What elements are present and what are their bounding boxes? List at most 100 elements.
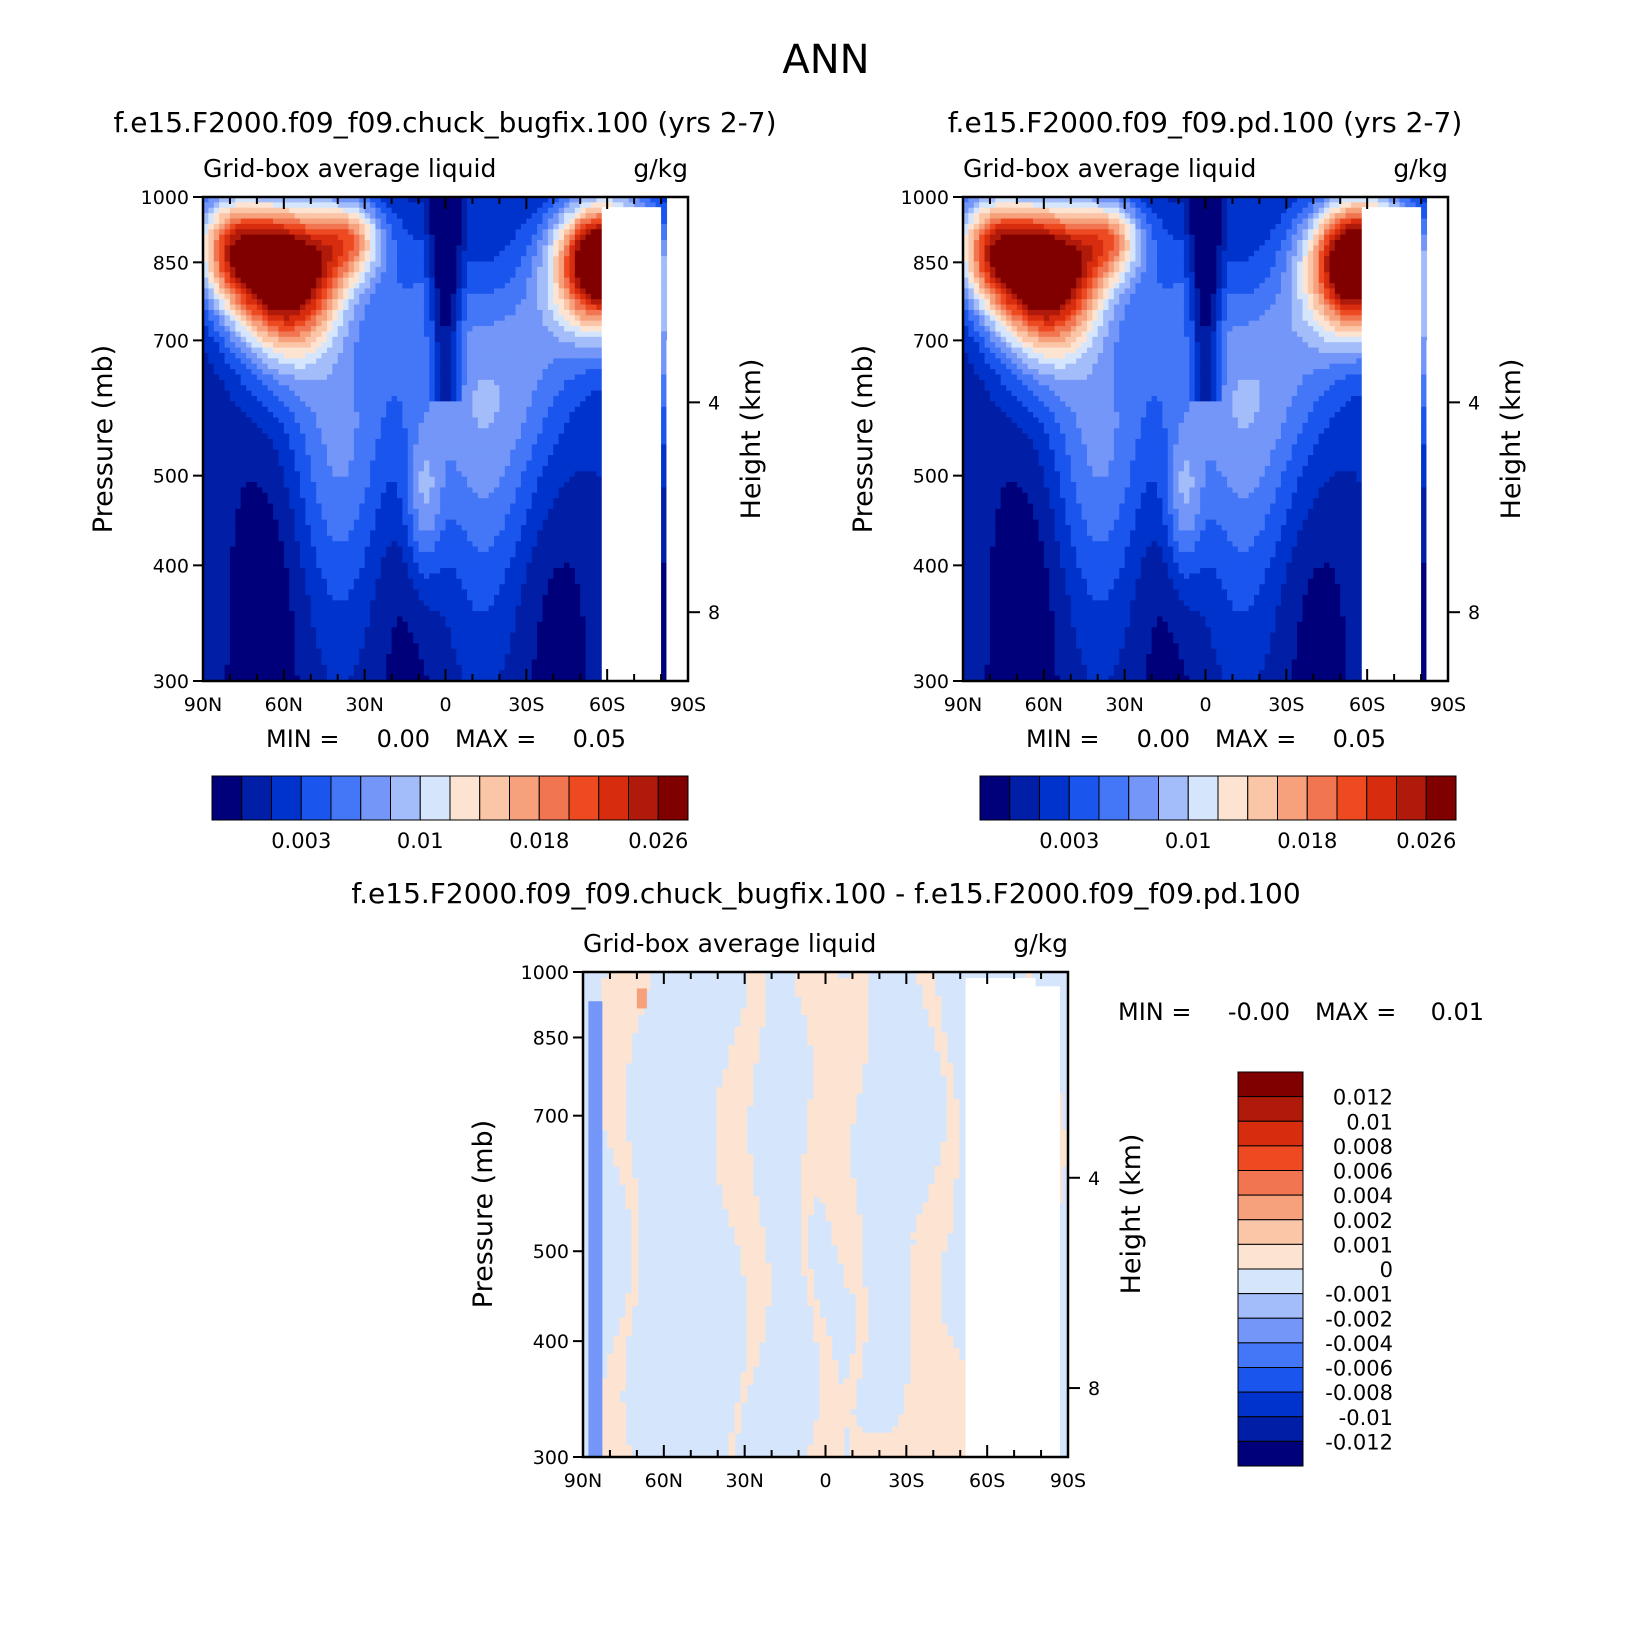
panel-a-contour-cell: [219, 433, 226, 440]
panel-a-contour-cell: [494, 207, 500, 214]
panel-a-contour-cell: [440, 476, 447, 483]
panel-a-contour-cell: [531, 293, 538, 300]
panel-a-contour-cell: [310, 471, 317, 478]
panel-a-contour-cell: [208, 412, 215, 419]
panel-a-contour-cell: [413, 272, 420, 279]
panel-a-contour-cell: [413, 207, 420, 214]
panel-a-contour-cell: [515, 455, 522, 462]
panel-a-contour-cell: [450, 234, 457, 241]
panel-a-contour-cell: [375, 347, 382, 354]
panel-a-contour-cell: [246, 309, 253, 316]
panel-a-contour-cell: [251, 492, 258, 499]
panel-a-contour-cell: [321, 234, 328, 241]
panel-a-contour-cell: [472, 369, 479, 376]
panel-a-contour-cell: [574, 417, 581, 424]
panel-a-contour-cell: [326, 401, 333, 408]
panel-a-contour-cell: [537, 277, 544, 284]
panel-a-contour-cell: [240, 471, 247, 478]
panel-a-contour-cell: [235, 471, 242, 478]
panel-a-contour-cell: [273, 293, 280, 300]
panel-a-contour-cell: [445, 428, 452, 435]
panel-a-contour-cell: [353, 342, 360, 349]
panel-a-contour-cell: [262, 336, 269, 343]
panel-a-contour-cell: [445, 422, 452, 429]
panel-a-contour-cell: [402, 218, 409, 225]
panel-a-contour-cell: [300, 476, 306, 483]
panel-a-contour-cell: [423, 352, 430, 359]
panel-a-contour-cell: [353, 218, 360, 225]
panel-a-contour-cell: [434, 492, 441, 499]
panel-a-contour-cell: [418, 213, 425, 220]
panel-a-contour-cell: [402, 207, 409, 214]
panel-a-contour-cell: [283, 288, 290, 295]
panel-a-contour-cell: [429, 433, 436, 440]
panel-a-contour-cell: [526, 288, 533, 295]
panel-a-contour-cell: [461, 342, 468, 349]
panel-a-contour-cell: [585, 283, 592, 290]
panel-a-contour-cell: [203, 202, 209, 209]
panel-a-contour-cell: [283, 229, 290, 236]
panel-a-contour-cell: [547, 299, 554, 306]
panel-a-contour-cell: [364, 379, 371, 386]
panel-a-contour-cell: [278, 223, 285, 230]
panel-a-contour-cell: [256, 482, 263, 488]
panel-a-contour-cell: [661, 320, 668, 327]
panel-a-contour-cell: [467, 223, 474, 230]
panel-a-contour-cell: [515, 476, 522, 483]
panel-a-contour-cell: [219, 455, 226, 462]
panel-a-contour-cell: [520, 261, 527, 268]
panel-a-contour-cell: [558, 315, 565, 322]
panel-a-contour-cell: [294, 492, 301, 499]
panel-a-contour-cell: [229, 223, 236, 230]
panel-a-contour-cell: [213, 336, 220, 343]
panel-a-contour-cell: [418, 256, 425, 263]
panel-a-contour-cell: [300, 304, 306, 311]
panel-a-contour-cell: [208, 283, 215, 290]
panel-a-contour-cell: [483, 487, 490, 494]
panel-a-contour-cell: [488, 352, 495, 359]
panel-a-contour-cell: [321, 385, 328, 392]
panel-a-contour-cell: [472, 428, 479, 435]
panel-a-contour-cell: [283, 482, 290, 488]
panel-a-contour-cell: [224, 250, 231, 257]
panel-a-contour-cell: [510, 363, 517, 370]
panel-a-contour-cell: [461, 482, 468, 488]
panel-a-contour-cell: [251, 363, 258, 370]
panel-a-contour-cell: [326, 492, 333, 499]
panel-a-contour-cell: [429, 293, 436, 300]
panel-a-contour-cell: [402, 202, 409, 209]
panel-a-contour-cell: [364, 347, 371, 354]
panel-a-contour-cell: [316, 379, 323, 386]
panel-a-contour-cell: [450, 342, 457, 349]
panel-a-contour-cell: [246, 261, 253, 268]
panel-a-contour-cell: [531, 266, 538, 273]
panel-a-contour-cell: [326, 304, 333, 311]
panel-a-contour-cell: [294, 347, 301, 354]
panel-a-contour-cell: [364, 229, 371, 236]
panel-a-contour-cell: [418, 482, 425, 488]
panel-a-contour-cell: [310, 412, 317, 419]
panel-a-contour-cell: [332, 444, 339, 451]
panel-a-contour-cell: [316, 197, 323, 203]
panel-a-contour-cell: [499, 213, 506, 220]
panel-a-contour-cell: [483, 202, 490, 209]
panel-a-contour-cell: [203, 342, 209, 349]
panel-a-contour-cell: [413, 229, 420, 236]
panel-a-contour-cell: [661, 223, 668, 230]
panel-a-contour-cell: [332, 460, 339, 467]
panel-a-contour-cell: [537, 439, 544, 445]
panel-a-contour-cell: [456, 498, 463, 505]
panel-a-contour-cell: [407, 379, 414, 386]
panel-a-contour-cell: [235, 358, 242, 365]
panel-a-contour-cell: [515, 315, 522, 322]
panel-a-contour-cell: [348, 213, 355, 220]
panel-a-contour-cell: [246, 482, 253, 488]
panel-a-contour-cell: [364, 406, 371, 413]
panel-a-contour-cell: [418, 422, 425, 429]
panel-a-contour-cell: [246, 374, 253, 381]
panel-a-contour-cell: [461, 234, 468, 241]
panel-a-contour-cell: [558, 395, 565, 402]
panel-a-contour-cell: [256, 444, 263, 451]
panel-a-contour-cell: [661, 213, 668, 220]
panel-a-contour-cell: [483, 455, 490, 462]
